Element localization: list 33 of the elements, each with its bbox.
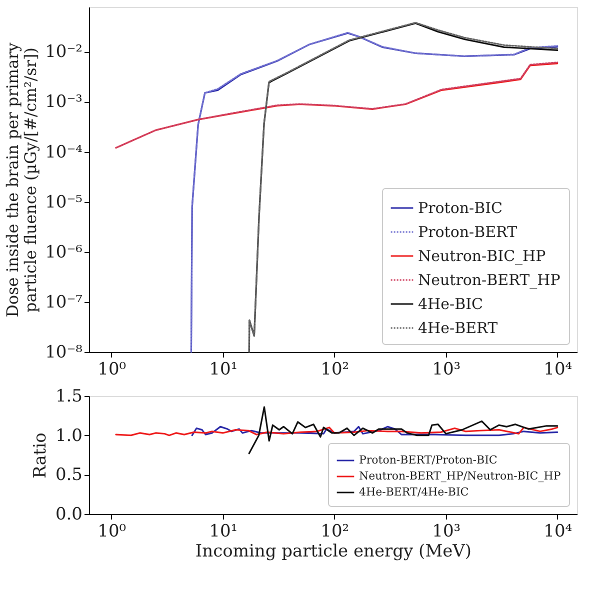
legend-label: Neutron-BERT_HP	[418, 271, 560, 289]
legend-label: 4He-BIC	[418, 295, 483, 313]
x-tick-label: 10³	[432, 360, 461, 380]
x-tick-label: 10⁰	[98, 522, 126, 542]
x-tick-label: 10⁴	[544, 522, 572, 542]
x-axis-title: Incoming particle energy (MeV)	[195, 542, 472, 562]
x-tick-label: 10¹	[209, 522, 238, 542]
y-tick-label: 10⁻⁸	[45, 342, 83, 362]
x-tick-label: 10²	[320, 522, 350, 542]
y-tick-label: 0.5	[55, 465, 82, 486]
y-axis-title: Dose inside the brain per primary particle fluence (µGy/[#/cm²/sr])	[3, 42, 40, 318]
legend-label: Proton-BIC	[418, 199, 503, 217]
y-tick-label: 1.5	[55, 386, 82, 406]
legend-label: Proton-BERT/Proton-BIC	[359, 454, 498, 466]
y-axis-title: Ratio	[30, 432, 50, 478]
legend-label: 4He-BERT/4He-BIC	[359, 486, 469, 498]
y-tick-label: 10⁻³	[45, 92, 82, 112]
y-tick-label: 10⁻²	[45, 42, 82, 62]
x-tick-label: 10⁰	[98, 360, 126, 380]
x-tick-label: 10⁴	[544, 360, 572, 380]
x-tick-label: 10³	[432, 522, 461, 542]
x-tick-label: 10¹	[209, 360, 238, 380]
y-tick-label: 10⁻⁴	[45, 142, 83, 162]
x-tick-label: 10²	[320, 360, 350, 380]
y-tick-label: 10⁻⁷	[45, 292, 83, 312]
y-tick-label: 10⁻⁵	[45, 192, 83, 212]
y-tick-label: 0.0	[55, 504, 82, 524]
legend-label: Proton-BERT	[418, 223, 518, 241]
y-tick-label: 10⁻⁶	[45, 242, 83, 262]
legend-label: Neutron-BIC_HP	[418, 247, 546, 265]
legend-label: Neutron-BERT_HP/Neutron-BIC_HP	[359, 470, 562, 482]
legend-label: 4He-BERT	[418, 319, 498, 337]
y-tick-label: 1.0	[55, 426, 82, 446]
